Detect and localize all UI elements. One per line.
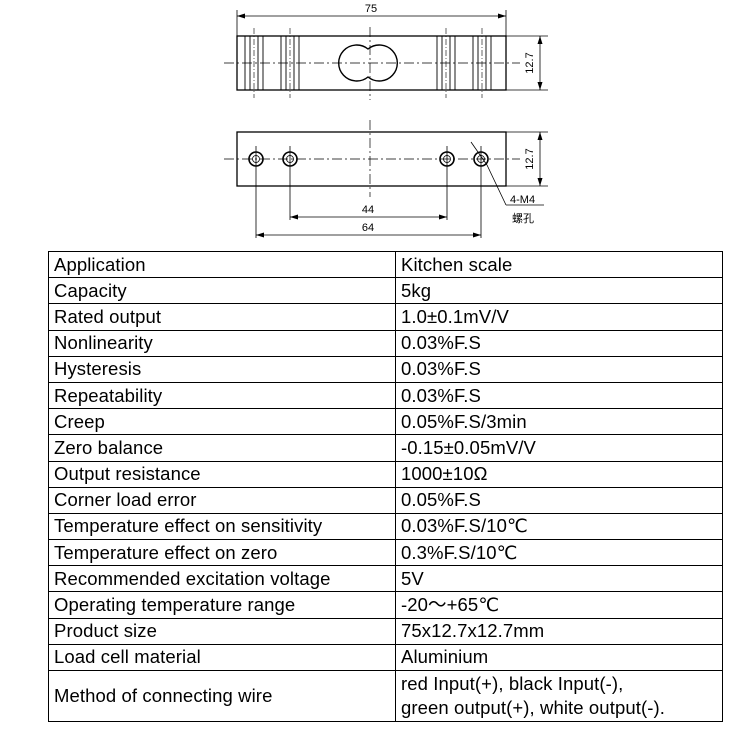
value-cell: 0.03%F.S [395, 381, 723, 410]
value-cell: -0.15±0.05mV/V [395, 434, 723, 462]
table-row: Corner load error 0.05%F.S [48, 486, 723, 514]
param-cell: Zero balance [48, 434, 396, 462]
value-cell: Kitchen scale [395, 250, 723, 279]
table-row: Creep 0.05%F.S/3min [48, 408, 723, 436]
value-cell: 0.03%F.S/10℃ [395, 512, 723, 541]
table-row: Operating temperature range -20～+65℃ [48, 591, 723, 619]
mount-hole-4 [473, 146, 489, 238]
table-row: Temperature effect on zero 0.3%F.S/10℃ [48, 539, 723, 567]
dim-inner-spacing: 44 [362, 204, 374, 216]
table-row: Recommended excitation voltage 5V [48, 565, 723, 593]
param-cell: Creep [48, 408, 396, 436]
hole-hatch-4 [472, 28, 492, 98]
value-cell: 0.03%F.S [395, 329, 723, 357]
wire-line-2: green output(+), white output(-). [401, 697, 665, 718]
dim-height-bottom: 12.7 [524, 148, 536, 169]
value-cell: 5V [395, 565, 723, 593]
value-connecting-wire: red Input(+), black Input(-), green outp… [395, 670, 723, 722]
table-row: Rated output 1.0±0.1mV/V [48, 303, 723, 331]
param-cell: Operating temperature range [48, 591, 396, 619]
hole-hatch-1 [244, 28, 264, 98]
value-cell: 5kg [395, 277, 723, 305]
value-cell: 1000±10Ω [395, 460, 723, 488]
value-cell: 1.0±0.1mV/V [395, 303, 723, 331]
value-cell: 0.3%F.S/10℃ [395, 539, 723, 567]
param-cell: Temperature effect on sensitivity [48, 512, 396, 541]
table-row-connecting-wire: Method of connecting wire red Input(+), … [48, 670, 723, 722]
param-cell: Rated output [48, 303, 396, 331]
table-row: Capacity 5kg [48, 277, 723, 305]
table-row: Load cell material Aluminium [48, 643, 723, 672]
bottom-view [224, 120, 548, 238]
thread-callout: 4-M4 [510, 194, 535, 206]
value-cell: 0.03%F.S [395, 355, 723, 383]
param-cell: Application [48, 250, 396, 279]
specs-table-body: Application Kitchen scale Capacity 5kg Rated… [48, 250, 723, 722]
value-cell: Aluminium [395, 643, 723, 672]
param-cell: Output resistance [48, 460, 396, 488]
table-row: Repeatability 0.03%F.S [48, 381, 723, 410]
param-cell: Temperature effect on zero [48, 539, 396, 567]
hole-hatch-2 [280, 28, 300, 98]
param-cell: Product size [48, 617, 396, 645]
value-cell: 75x12.7x12.7mm [395, 617, 723, 645]
mount-hole-1 [248, 146, 264, 238]
load-cell-drawing: 75 12.7 12.7 44 64 4-M4 螺孔 [224, 3, 548, 238]
table-row: Nonlinearity 0.03%F.S [48, 329, 723, 357]
param-cell: Capacity [48, 277, 396, 305]
table-row: Hysteresis 0.03%F.S [48, 355, 723, 383]
dim-height-top: 12.7 [524, 52, 536, 73]
param-cell: Hysteresis [48, 355, 396, 383]
hole-hatch-3 [436, 28, 456, 98]
wire-line-1: red Input(+), black Input(-), [401, 673, 624, 694]
value-cell: 0.05%F.S [395, 486, 723, 514]
param-cell: Load cell material [48, 643, 396, 672]
top-view [224, 10, 548, 100]
param-cell: Recommended excitation voltage [48, 565, 396, 593]
table-row: Temperature effect on sensitivity 0.03%F.… [48, 512, 723, 541]
dim-outer-spacing: 64 [362, 222, 374, 234]
mount-hole-2 [282, 146, 298, 220]
param-cell: Corner load error [48, 486, 396, 514]
param-cell: Nonlinearity [48, 329, 396, 357]
param-connecting-wire: Method of connecting wire [48, 670, 396, 722]
table-row: Application Kitchen scale [48, 250, 723, 279]
table-row: Product size 75x12.7x12.7mm [48, 617, 723, 645]
specs-table: Application Kitchen scale Capacity 5kg Rated… [48, 250, 723, 722]
mount-hole-3 [439, 146, 455, 220]
table-row: Zero balance -0.15±0.05mV/V [48, 434, 723, 462]
value-cell: 0.05%F.S/3min [395, 408, 723, 436]
thread-note: 螺孔 [512, 212, 534, 225]
table-row: Output resistance 1000±10Ω [48, 460, 723, 488]
dim-overall-length: 75 [365, 3, 377, 15]
value-cell: -20～+65℃ [395, 591, 723, 619]
param-cell: Repeatability [48, 381, 396, 410]
